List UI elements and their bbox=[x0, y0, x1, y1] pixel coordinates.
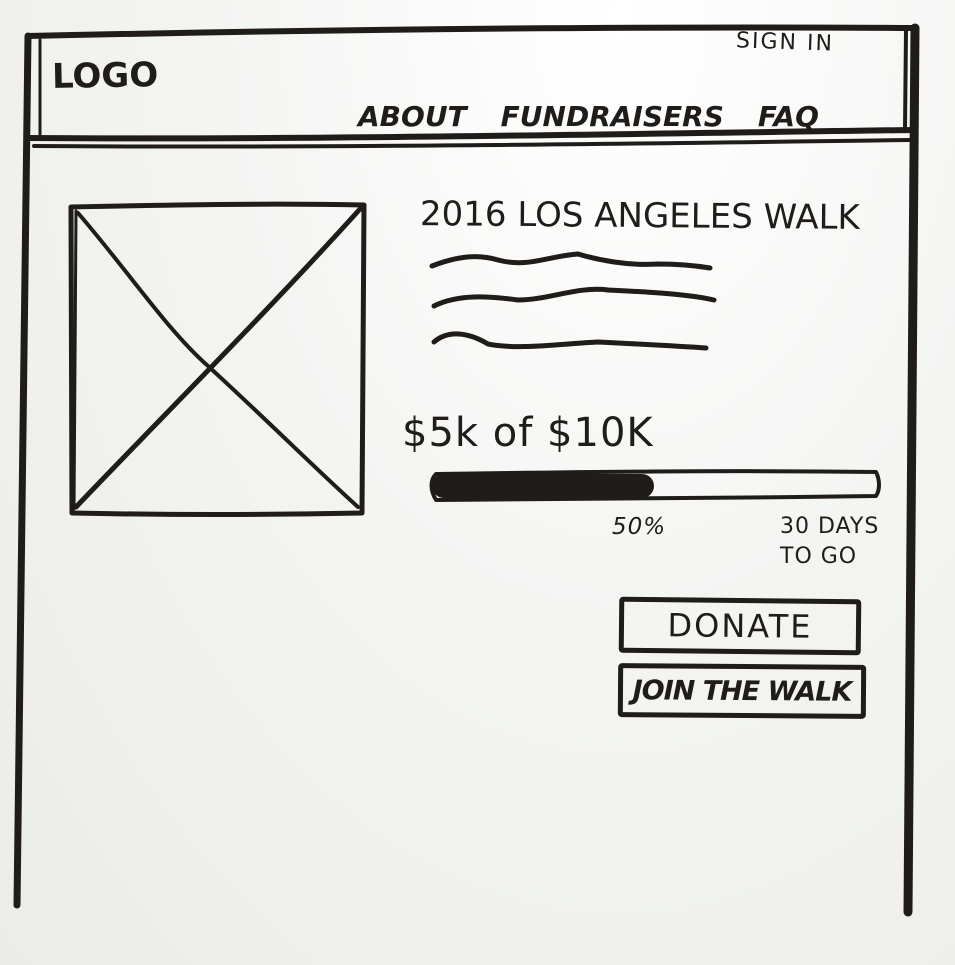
days-remaining-line1: 30 DAYS bbox=[780, 514, 880, 539]
event-title: 2016 LOS ANGELES WALK bbox=[419, 194, 860, 238]
progress-fill bbox=[432, 474, 654, 498]
amount-raised: $5k of $10K bbox=[402, 410, 654, 456]
days-remaining-line2: TO GO bbox=[780, 544, 858, 569]
donate-button[interactable]: DONATE bbox=[618, 596, 862, 656]
main-nav: ABOUT FUNDRAISERS FAQ bbox=[358, 100, 819, 133]
nav-fundraisers[interactable]: FUNDRAISERS bbox=[500, 100, 724, 133]
description-placeholder bbox=[429, 251, 717, 351]
days-remaining: 30 DAYS TO GO bbox=[780, 512, 879, 572]
sign-in-link[interactable]: SIGN IN bbox=[735, 28, 835, 57]
progress-percent: 50% bbox=[612, 514, 667, 540]
join-the-walk-button[interactable]: JOIN THE WALK bbox=[617, 663, 867, 719]
nav-about[interactable]: ABOUT bbox=[358, 100, 467, 133]
image-placeholder-icon bbox=[68, 201, 367, 517]
nav-faq[interactable]: FAQ bbox=[757, 100, 819, 133]
fundraising-progress-bar bbox=[429, 469, 881, 502]
logo[interactable]: LOGO bbox=[51, 55, 159, 97]
